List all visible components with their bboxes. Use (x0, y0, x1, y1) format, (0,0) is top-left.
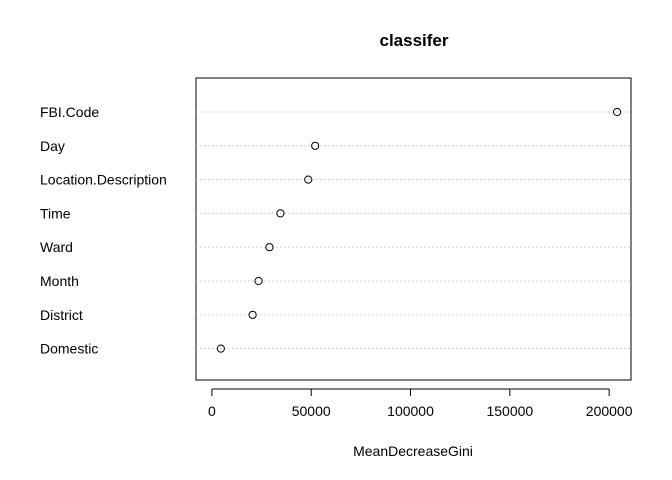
data-points (216, 107, 622, 353)
category-label: Day (40, 138, 65, 154)
category-label: Location.Description (40, 172, 167, 188)
x-tick-label: 200000 (586, 403, 633, 419)
x-tick-label: 0 (208, 403, 216, 419)
data-point (265, 243, 274, 252)
data-point (311, 141, 320, 150)
data-point (304, 175, 313, 184)
x-axis: 0 50000 100000 150000 200000 (208, 388, 633, 419)
category-label: District (40, 307, 83, 323)
x-tick-label: 150000 (486, 403, 533, 419)
category-labels: FBI.Code Day Location.Description Time Ward M… (40, 104, 167, 357)
category-label: Time (40, 205, 71, 221)
chart-title: classifer (380, 31, 449, 50)
data-point (612, 107, 622, 117)
data-point (216, 344, 225, 353)
grid-lines (196, 111, 631, 350)
data-point (254, 276, 263, 286)
category-label: Ward (40, 239, 73, 255)
data-point (276, 209, 285, 218)
category-label: Domestic (40, 341, 98, 357)
x-axis-label: MeanDecreaseGini (353, 443, 473, 459)
category-label: FBI.Code (40, 104, 99, 120)
data-point (248, 310, 257, 319)
plot-frame (195, 77, 632, 381)
x-tick-label: 100000 (387, 403, 434, 419)
x-tick-label: 50000 (292, 403, 331, 419)
category-label: Month (40, 273, 79, 289)
